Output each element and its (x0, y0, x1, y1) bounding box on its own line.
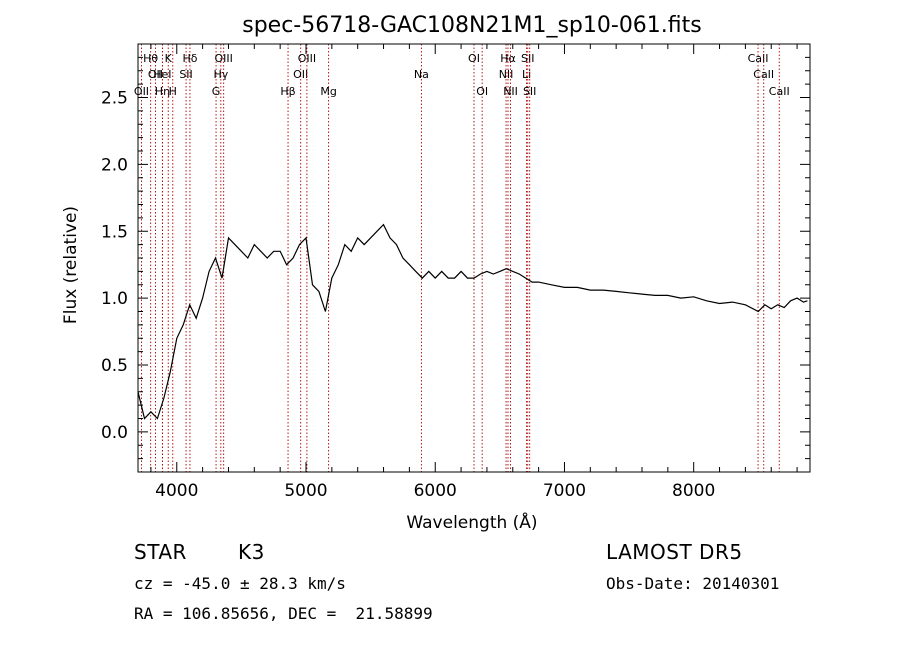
line-marker-label: Hα (500, 52, 516, 65)
line-marker-label: SII (179, 68, 192, 81)
y-axis-label: Flux (relative) (61, 206, 81, 324)
line-marker-label: K (165, 52, 173, 65)
line-marker-label: NII (503, 85, 518, 98)
x-tick-label: 4000 (155, 481, 198, 501)
line-marker-label: OIII (214, 52, 232, 65)
spectral-subclass: K3 (238, 540, 265, 564)
chart-title: spec-56718-GAC108N21M1_sp10-061.fits (242, 13, 702, 38)
x-tick-label: 7000 (543, 481, 586, 501)
line-marker-label: OII (134, 85, 149, 98)
line-marker-label: SII (523, 85, 536, 98)
line-marker-label: G (212, 85, 221, 98)
line-marker-label: Hδ (182, 52, 197, 65)
y-tick-label: 1.0 (101, 289, 128, 309)
line-marker-label: OI (468, 52, 480, 65)
x-axis-label: Wavelength (Å) (406, 511, 537, 533)
y-tick-label: 0.5 (101, 356, 128, 376)
x-tick-label: 6000 (414, 481, 457, 501)
line-marker-label: Hθ (143, 52, 158, 65)
y-tick-label: 0.0 (101, 423, 128, 443)
spectrum-series-line (137, 223, 808, 420)
line-marker-label: Li (522, 68, 531, 81)
line-marker-label: Hβ (280, 85, 295, 98)
line-marker-label: OII (148, 68, 163, 81)
object-class: STAR (134, 540, 187, 564)
line-marker-label: NII (499, 68, 514, 81)
line-marker-label: HeI (153, 68, 171, 81)
line-marker-label: OII (293, 68, 308, 81)
line-marker-label: CaII (748, 52, 769, 65)
survey-name: LAMOST DR5 (606, 540, 743, 564)
line-marker-label: H (169, 85, 177, 98)
line-marker-label: Hη (155, 85, 170, 98)
obs-date: Obs-Date: 20140301 (606, 574, 780, 593)
x-tick-label: 5000 (284, 481, 327, 501)
line-marker-label: CaII (753, 68, 774, 81)
line-marker-label: CaII (769, 85, 790, 98)
coordinates: RA = 106.85656, DEC = 21.58899 (134, 604, 433, 623)
y-tick-label: 1.5 (101, 222, 128, 242)
redshift-cz: cz = -45.0 ± 28.3 km/s (134, 574, 346, 593)
line-marker-label: OIII (298, 52, 316, 65)
line-marker-label: Hγ (213, 68, 228, 81)
line-marker-label: Mg (320, 85, 336, 98)
line-marker-label: OI (476, 85, 488, 98)
line-marker-label: SII (521, 52, 534, 65)
y-tick-label: 2.5 (101, 89, 128, 109)
line-marker-label: Na (414, 68, 429, 81)
y-tick-label: 2.0 (101, 155, 128, 175)
x-tick-label: 8000 (672, 481, 715, 501)
